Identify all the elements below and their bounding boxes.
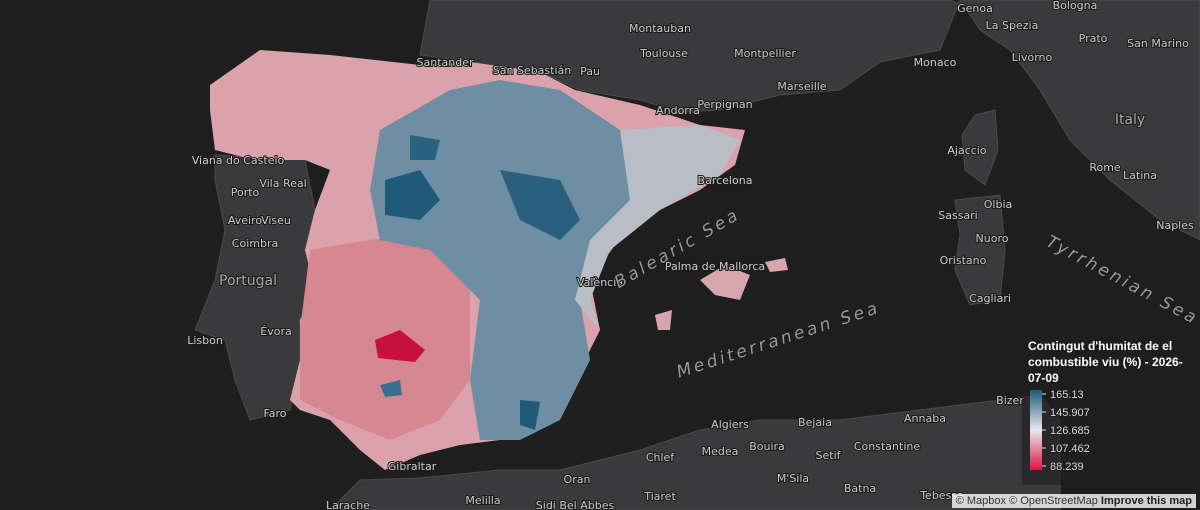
place-label: Rome	[1089, 161, 1121, 174]
place-label: Ajaccio	[947, 144, 986, 157]
place-label: Constantine	[854, 440, 920, 453]
legend-tick-label: 107.462	[1050, 443, 1090, 455]
place-label: Olbia	[984, 198, 1013, 211]
corsica	[961, 109, 999, 186]
place-label: Gibraltar	[388, 460, 437, 473]
legend-gradient	[1030, 390, 1042, 470]
mallorca	[700, 265, 750, 300]
place-label: Medea	[702, 445, 739, 458]
place-label: Aveiro	[228, 214, 262, 227]
place-label: Larache	[326, 499, 370, 510]
place-label: Viseu	[261, 214, 291, 227]
place-label: Lisbon	[187, 334, 223, 347]
place-label: Pau	[580, 65, 600, 78]
italy	[959, 0, 1200, 241]
region-centre	[370, 80, 640, 440]
place-label: Batna	[844, 482, 876, 495]
place-label: Andorra	[656, 104, 700, 117]
place-label: Viana do Castelo	[192, 154, 285, 167]
place-label: Annaba	[904, 412, 946, 425]
place-label: Bizer	[996, 394, 1024, 407]
region-dark-4	[520, 400, 540, 430]
choropleth	[210, 50, 788, 470]
attribution-osm[interactable]: © OpenStreetMap	[1009, 495, 1098, 507]
land	[194, 0, 1200, 510]
place-label: Porto	[231, 186, 260, 199]
legend-tick-label: 88.239	[1050, 461, 1084, 473]
place-label: Nuoro	[976, 232, 1009, 245]
place-label: Palma de Mallorca	[665, 260, 765, 273]
place-label: M'Sila	[777, 472, 809, 485]
region-red	[375, 330, 425, 362]
place-label: San Marino	[1127, 37, 1189, 50]
place-label: Latina	[1123, 169, 1157, 182]
place-label: Portugal	[219, 273, 277, 289]
place-label: Vila Real	[259, 177, 306, 190]
menorca	[765, 258, 788, 272]
place-label: Toulouse	[639, 47, 688, 60]
place-label: Faro	[263, 407, 286, 420]
region-east	[575, 125, 740, 330]
sea-label: Tyrrhenian Sea	[1043, 232, 1200, 329]
place-label: València	[577, 276, 623, 289]
improve-map-link[interactable]: Improve this map	[1100, 495, 1192, 507]
place-label: Italy	[1115, 112, 1145, 128]
place-label: Monaco	[914, 56, 957, 69]
place-label: Bouira	[749, 440, 785, 453]
sea-label: Mediterranean Sea	[674, 298, 882, 383]
place-label: Évora	[260, 325, 291, 338]
place-label: Prato	[1079, 32, 1108, 45]
legend-scale: 165.13 145.907 126.685 107.462 88.239	[1030, 388, 1091, 474]
place-label: Oran	[564, 473, 591, 486]
region-dark-1	[385, 170, 440, 220]
region-blue-spot	[380, 380, 402, 397]
place-label: La Spezia	[986, 19, 1039, 32]
legend-tick-label: 126.685	[1050, 425, 1090, 437]
place-label: Bejaia	[798, 416, 832, 429]
place-label: Santander	[417, 56, 474, 69]
legend: Contingut d'humitat de el combustible vi…	[1022, 334, 1200, 485]
place-label: Chlef	[646, 451, 675, 464]
place-label: Sassari	[938, 209, 978, 222]
place-label: Oristano	[940, 254, 987, 267]
region-dark-2	[500, 170, 580, 240]
sardinia	[954, 194, 1006, 306]
place-label: Coimbra	[232, 237, 278, 250]
place-label: Livorno	[1012, 51, 1053, 64]
place-label: Montpellier	[734, 47, 796, 60]
place-label: Melilla	[465, 494, 500, 507]
place-label: Bologna	[1053, 0, 1098, 12]
legend-title: Contingut d'humitat de el combustible vi…	[1028, 339, 1183, 385]
place-label: Naples	[1156, 219, 1194, 232]
place-label: Barcelona	[698, 174, 753, 187]
region-south	[300, 230, 470, 440]
legend-tick-label: 165.13	[1050, 389, 1084, 401]
place-label: Setif	[816, 449, 842, 462]
place-label: Montauban	[629, 22, 691, 35]
attribution: © Mapbox © OpenStreetMap Improve this ma…	[951, 494, 1196, 508]
place-label: Perpignan	[697, 98, 752, 111]
region-dark-3	[410, 135, 440, 160]
place-label: San Sebastián	[493, 64, 572, 77]
place-label: Algiers	[711, 418, 749, 431]
attribution-mapbox[interactable]: © Mapbox	[955, 495, 1006, 507]
place-label: Genoa	[957, 2, 993, 15]
legend-tick-label: 145.907	[1050, 407, 1090, 419]
place-label: Marseille	[777, 80, 826, 93]
place-label: Sidi Bel Abbes	[536, 499, 615, 510]
place-label: Cagliari	[969, 292, 1011, 305]
place-label: Tiaret	[643, 490, 676, 503]
ibiza	[655, 310, 672, 330]
